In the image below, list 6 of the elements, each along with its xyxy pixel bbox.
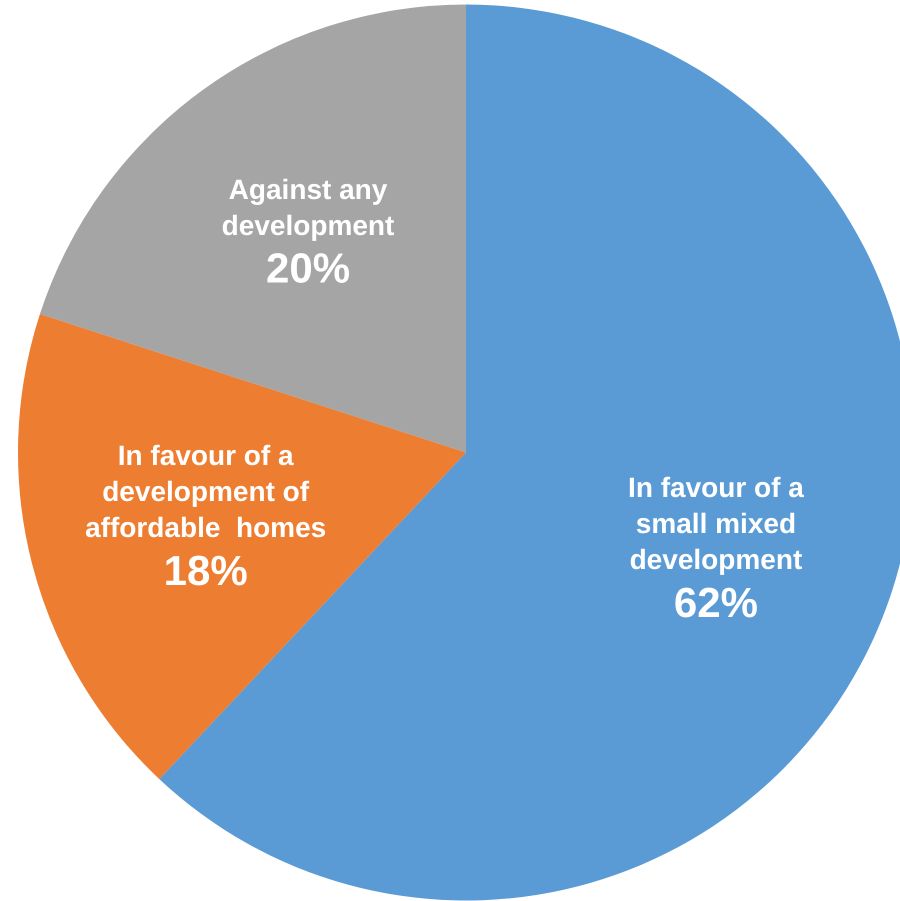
slice-label: Against any development — [222, 174, 394, 241]
slice-label: In favour of a development of affordable homes — [85, 440, 326, 544]
data-label: 20% — [266, 244, 350, 292]
data-label: 18% — [164, 546, 248, 594]
data-label: 62% — [674, 579, 758, 626]
slice-label: In favour of a small mixed development — [628, 472, 804, 576]
